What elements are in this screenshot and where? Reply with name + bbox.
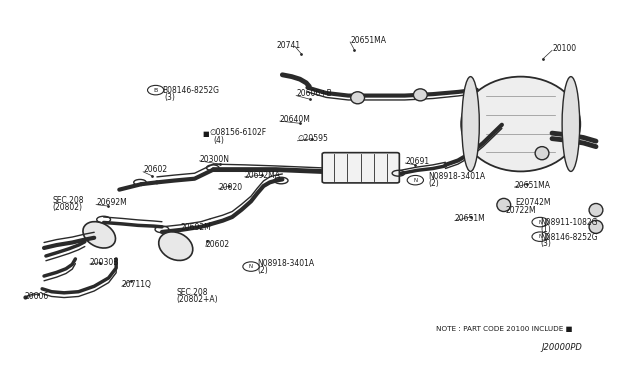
Text: N08911-1082G: N08911-1082G	[540, 218, 598, 227]
Text: 20640M: 20640M	[280, 115, 311, 124]
Ellipse shape	[461, 77, 580, 171]
Ellipse shape	[562, 77, 580, 171]
Text: ∅20595: ∅20595	[298, 134, 328, 144]
Text: N08918-3401A: N08918-3401A	[429, 172, 486, 182]
Text: 20602: 20602	[206, 240, 230, 249]
Circle shape	[243, 262, 259, 271]
Text: 20692MA: 20692MA	[244, 171, 281, 180]
Text: 20602: 20602	[143, 166, 167, 174]
Text: 20030B: 20030B	[90, 258, 119, 267]
Text: (3): (3)	[164, 93, 175, 102]
Text: (20802): (20802)	[52, 203, 82, 212]
Text: N: N	[413, 178, 417, 183]
Text: 20300N: 20300N	[200, 154, 230, 164]
Circle shape	[532, 232, 548, 241]
Ellipse shape	[497, 198, 511, 212]
Text: 20691: 20691	[405, 157, 429, 166]
Text: 20100: 20100	[552, 44, 576, 53]
Text: N: N	[538, 219, 542, 225]
Text: ■: ■	[202, 131, 209, 137]
Text: SEC.208: SEC.208	[177, 288, 208, 297]
Text: SEC.208: SEC.208	[52, 196, 84, 205]
Text: (3): (3)	[540, 240, 551, 248]
Text: 20606: 20606	[24, 292, 49, 301]
Ellipse shape	[413, 89, 428, 101]
Text: 20692M: 20692M	[96, 198, 127, 207]
Text: (20802+A): (20802+A)	[177, 295, 218, 304]
Ellipse shape	[159, 232, 193, 260]
Text: B08146-8252G: B08146-8252G	[162, 86, 219, 94]
Text: 20606+B: 20606+B	[296, 89, 332, 98]
Text: 20651M: 20651M	[455, 214, 486, 223]
Text: 20722M: 20722M	[505, 206, 536, 215]
Text: J20000PD: J20000PD	[541, 343, 582, 352]
Text: N: N	[538, 234, 542, 239]
Text: 20711Q: 20711Q	[122, 280, 152, 289]
Text: ∅08156-6102F: ∅08156-6102F	[209, 128, 266, 137]
Circle shape	[407, 176, 424, 185]
Text: N08146-8252G: N08146-8252G	[540, 232, 598, 241]
Ellipse shape	[461, 77, 479, 171]
Circle shape	[148, 86, 164, 95]
Text: N08918-3401A: N08918-3401A	[257, 259, 314, 268]
Text: (4): (4)	[213, 135, 224, 145]
Text: 20651MA: 20651MA	[350, 36, 386, 45]
Text: 20741: 20741	[276, 41, 300, 50]
Text: E20742M: E20742M	[516, 198, 551, 206]
Ellipse shape	[589, 220, 603, 233]
Text: (1): (1)	[540, 225, 551, 234]
Text: 20692M: 20692M	[180, 224, 211, 232]
Text: NOTE : PART CODE 20100 INCLUDE ■: NOTE : PART CODE 20100 INCLUDE ■	[436, 326, 573, 332]
Ellipse shape	[589, 203, 603, 217]
Ellipse shape	[83, 222, 115, 248]
Ellipse shape	[535, 147, 549, 160]
Text: (2): (2)	[257, 266, 268, 275]
Text: N: N	[249, 264, 253, 269]
FancyBboxPatch shape	[322, 153, 399, 183]
Ellipse shape	[351, 92, 365, 104]
Text: (2): (2)	[428, 179, 438, 188]
Text: B: B	[154, 88, 158, 93]
Text: 20020: 20020	[218, 183, 243, 192]
Text: 20651MA: 20651MA	[515, 181, 550, 190]
Circle shape	[532, 217, 548, 227]
